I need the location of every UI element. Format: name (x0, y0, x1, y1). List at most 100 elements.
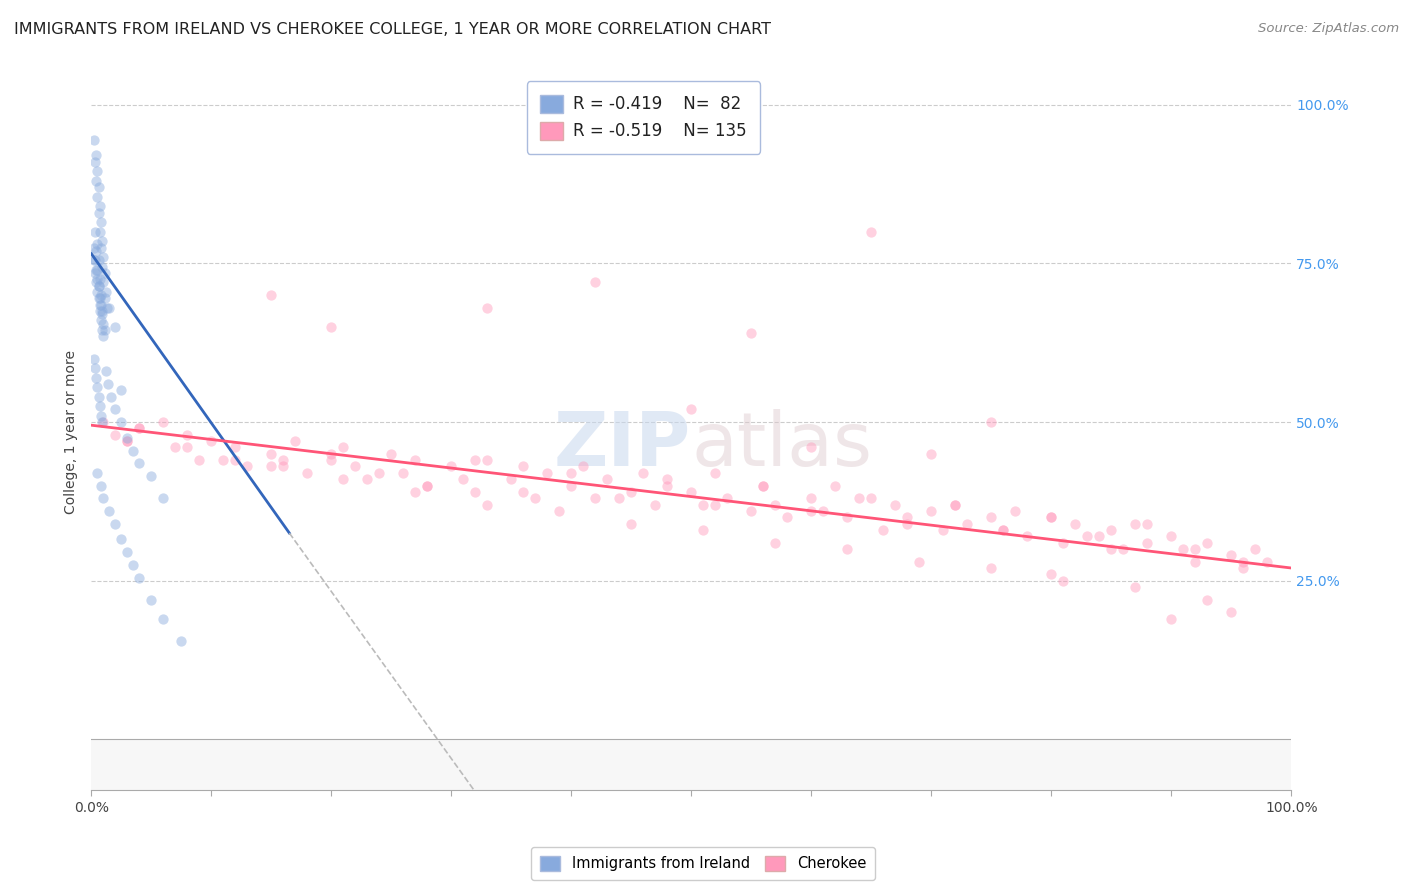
Point (1052, 574, 1074, 588)
Point (344, 459, 367, 474)
Point (1040, 510, 1063, 524)
Point (704, 498, 727, 512)
Point (86, 285, 108, 299)
Point (416, 478, 439, 492)
Point (416, 478, 439, 492)
Legend: R = -0.419    N=  82, R = -0.519    N= 135: R = -0.419 N= 82, R = -0.519 N= 135 (527, 81, 761, 153)
Point (110, 533, 132, 547)
Point (1220, 549, 1243, 563)
Point (356, 472, 378, 486)
Point (87, 180, 110, 194)
Point (464, 453, 486, 467)
Point (620, 516, 643, 531)
Point (800, 504, 823, 518)
Point (117, 434, 139, 448)
Point (84, 253, 107, 268)
Point (560, 478, 582, 492)
Point (89, 225, 111, 239)
Point (141, 469, 163, 483)
Point (404, 453, 426, 467)
Point (176, 441, 198, 455)
Point (993, 523, 1015, 537)
Point (321, 319, 343, 334)
Point (993, 523, 1015, 537)
Point (1173, 541, 1195, 556)
Point (477, 498, 499, 512)
Point (896, 516, 918, 531)
Point (633, 466, 655, 480)
Point (86, 164, 108, 178)
Point (87, 291, 110, 305)
Point (83, 253, 105, 268)
Point (284, 434, 307, 448)
Point (110, 384, 132, 398)
Text: Source: ZipAtlas.com: Source: ZipAtlas.com (1258, 22, 1399, 36)
Point (170, 634, 193, 648)
Point (477, 301, 499, 315)
Point (87, 205, 110, 219)
Point (90, 313, 112, 327)
Y-axis label: College, 1 year or more: College, 1 year or more (65, 350, 79, 514)
Point (297, 466, 319, 480)
Point (980, 510, 1002, 524)
Point (110, 415, 132, 429)
Point (117, 545, 139, 559)
Point (837, 510, 859, 524)
Point (920, 504, 942, 518)
Point (260, 459, 283, 474)
Point (1136, 516, 1159, 531)
Point (560, 466, 582, 480)
Point (89, 272, 111, 286)
Point (89, 199, 111, 213)
Point (800, 441, 823, 455)
Point (1099, 541, 1122, 556)
Point (1112, 541, 1135, 556)
Point (368, 466, 391, 480)
Point (908, 555, 931, 569)
Point (93, 317, 115, 331)
Point (84, 262, 107, 277)
Point (188, 453, 211, 467)
Point (1099, 523, 1122, 537)
Point (152, 612, 174, 626)
Point (657, 472, 679, 486)
Text: ZIP: ZIP (554, 409, 692, 483)
Point (1197, 535, 1219, 549)
Point (392, 466, 415, 480)
Point (273, 453, 295, 467)
Point (104, 402, 127, 417)
Point (84, 244, 107, 258)
Point (332, 472, 354, 486)
Point (453, 472, 475, 486)
Point (752, 478, 775, 492)
Point (89, 399, 111, 413)
Point (800, 491, 823, 506)
Point (90, 288, 112, 302)
Point (1040, 510, 1063, 524)
Point (86, 272, 108, 286)
Point (122, 558, 145, 572)
Point (90, 240, 112, 254)
Point (260, 288, 283, 302)
Point (91, 304, 114, 318)
Point (763, 498, 786, 512)
Point (980, 561, 1002, 575)
Point (477, 453, 499, 467)
Point (716, 491, 738, 506)
Point (1076, 529, 1098, 543)
Point (96, 301, 118, 315)
Point (692, 498, 714, 512)
Point (1052, 535, 1074, 549)
Point (740, 326, 762, 341)
Point (200, 434, 222, 448)
Point (1256, 555, 1278, 569)
Point (176, 427, 198, 442)
Point (93, 329, 115, 343)
Point (128, 421, 150, 435)
Point (89, 291, 111, 305)
Point (93, 276, 115, 290)
Text: atlas: atlas (692, 409, 872, 483)
Point (609, 491, 631, 506)
Point (321, 447, 343, 461)
Point (1184, 555, 1206, 569)
